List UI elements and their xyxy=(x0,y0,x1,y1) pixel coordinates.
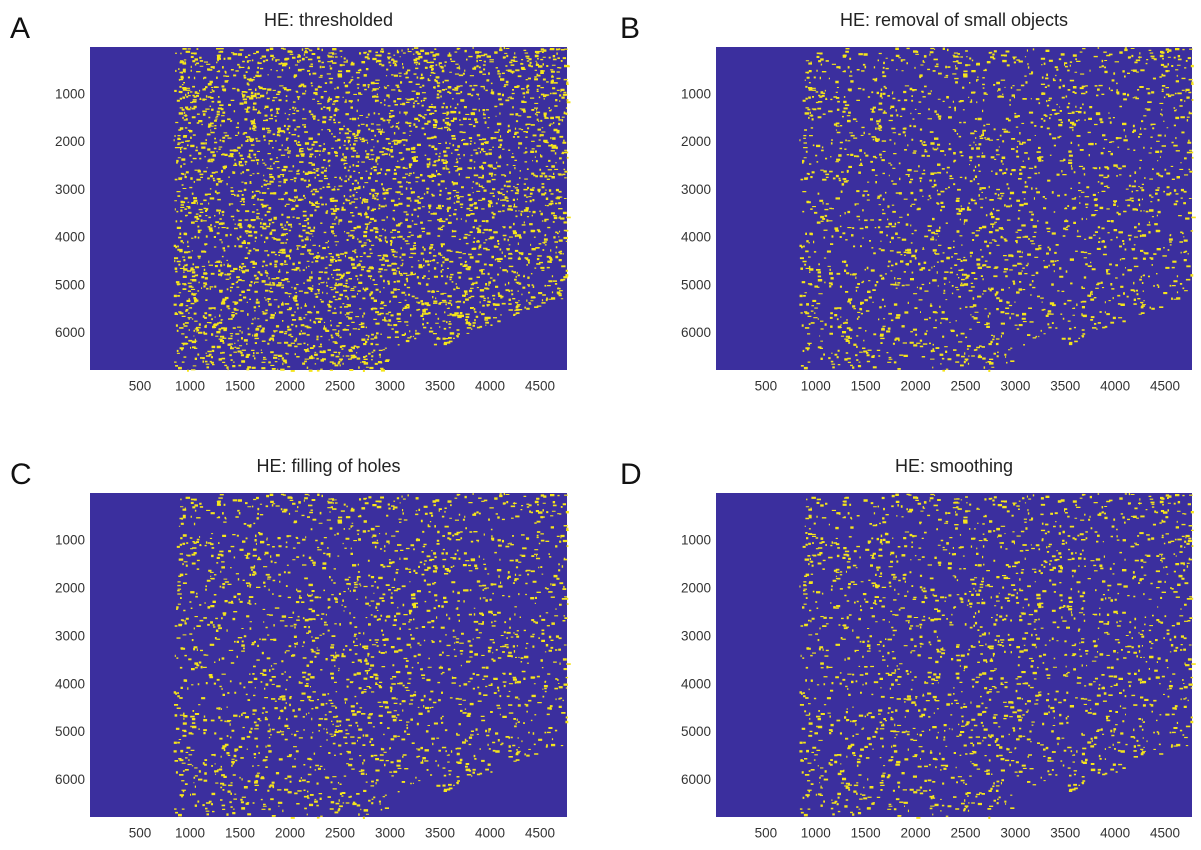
x-tick-label: 2500 xyxy=(950,826,980,841)
x-tick-label: 3500 xyxy=(425,826,455,841)
panel-letter: D xyxy=(620,458,642,491)
x-tick-label: 500 xyxy=(755,379,778,394)
mask-pixels xyxy=(173,47,571,372)
x-tick-label: 3000 xyxy=(375,379,405,394)
x-tick-label: 2500 xyxy=(950,379,980,394)
x-tick-label: 4500 xyxy=(525,379,555,394)
y-tick-label: 2000 xyxy=(55,580,85,595)
y-tick-label: 5000 xyxy=(681,724,711,739)
y-tick-label: 4000 xyxy=(55,676,85,691)
x-tick-label: 1000 xyxy=(175,379,205,394)
x-tick-label: 4000 xyxy=(475,379,505,394)
mask-pixels xyxy=(799,493,1196,819)
y-tick-label: 5000 xyxy=(55,277,85,292)
y-tick-label: 1000 xyxy=(681,532,711,547)
x-tick-label: 1000 xyxy=(801,826,831,841)
image-background xyxy=(716,47,1192,370)
x-tick-label: 4000 xyxy=(1100,379,1130,394)
panel: A HE: thresholded 500 1000 1500 2000 2500 3000 3… xyxy=(10,10,571,394)
x-tick-label: 500 xyxy=(755,826,778,841)
x-tick-label: 3000 xyxy=(375,826,405,841)
x-tick-label: 2000 xyxy=(275,826,305,841)
panel-letter: C xyxy=(10,458,32,491)
y-tick-label: 5000 xyxy=(681,277,711,292)
panel-title: HE: smoothing xyxy=(895,456,1013,476)
image-background xyxy=(716,493,1192,817)
x-tick-label: 500 xyxy=(129,826,152,841)
x-tick-label: 3000 xyxy=(1000,379,1030,394)
panel-title: HE: removal of small objects xyxy=(840,10,1068,30)
panel-letter: B xyxy=(620,12,640,45)
y-tick-label: 5000 xyxy=(55,724,85,739)
panel: D HE: smoothing 500 1000 1500 2000 2500 3000 350… xyxy=(620,456,1196,841)
panel-letter: A xyxy=(10,12,30,45)
image-background xyxy=(90,47,567,370)
y-tick-label: 1000 xyxy=(55,532,85,547)
y-tick-label: 6000 xyxy=(681,772,711,787)
panel: C HE: filling of holes 500 1000 1500 2000 2500… xyxy=(10,456,571,841)
x-tick-label: 4000 xyxy=(1100,826,1130,841)
x-tick-label: 1500 xyxy=(851,826,881,841)
x-tick-label: 2000 xyxy=(901,826,931,841)
y-tick-label: 6000 xyxy=(55,772,85,787)
x-tick-label: 2000 xyxy=(275,379,305,394)
x-tick-label: 2500 xyxy=(325,379,355,394)
x-tick-label: 2500 xyxy=(325,826,355,841)
x-tick-label: 3000 xyxy=(1000,826,1030,841)
x-tick-label: 4500 xyxy=(525,826,555,841)
panel: B HE: removal of small objects 500 1000 1500… xyxy=(620,10,1196,394)
x-tick-label: 500 xyxy=(129,379,152,394)
x-tick-label: 1500 xyxy=(225,379,255,394)
y-tick-label: 1000 xyxy=(55,86,85,101)
y-tick-label: 2000 xyxy=(681,134,711,149)
y-tick-label: 3000 xyxy=(55,182,85,197)
y-tick-label: 4000 xyxy=(681,676,711,691)
y-tick-label: 6000 xyxy=(55,325,85,340)
x-tick-label: 4500 xyxy=(1150,379,1180,394)
y-tick-label: 2000 xyxy=(55,134,85,149)
panel-title: HE: thresholded xyxy=(264,10,393,30)
x-tick-label: 3500 xyxy=(1050,826,1080,841)
y-tick-label: 4000 xyxy=(55,230,85,245)
x-tick-label: 1500 xyxy=(851,379,881,394)
y-tick-label: 3000 xyxy=(55,628,85,643)
y-tick-label: 3000 xyxy=(681,628,711,643)
y-tick-label: 3000 xyxy=(681,182,711,197)
image-background xyxy=(90,493,567,817)
x-tick-label: 4000 xyxy=(475,826,505,841)
y-tick-label: 2000 xyxy=(681,580,711,595)
mask-pixels xyxy=(173,493,571,819)
panel-title: HE: filling of holes xyxy=(256,456,400,476)
x-tick-label: 1500 xyxy=(225,826,255,841)
x-tick-label: 3500 xyxy=(1050,379,1080,394)
y-tick-label: 1000 xyxy=(681,86,711,101)
y-tick-label: 4000 xyxy=(681,230,711,245)
x-tick-label: 3500 xyxy=(425,379,455,394)
x-tick-label: 1000 xyxy=(801,379,831,394)
x-tick-label: 1000 xyxy=(175,826,205,841)
x-tick-label: 4500 xyxy=(1150,826,1180,841)
y-tick-label: 6000 xyxy=(681,325,711,340)
x-tick-label: 2000 xyxy=(901,379,931,394)
